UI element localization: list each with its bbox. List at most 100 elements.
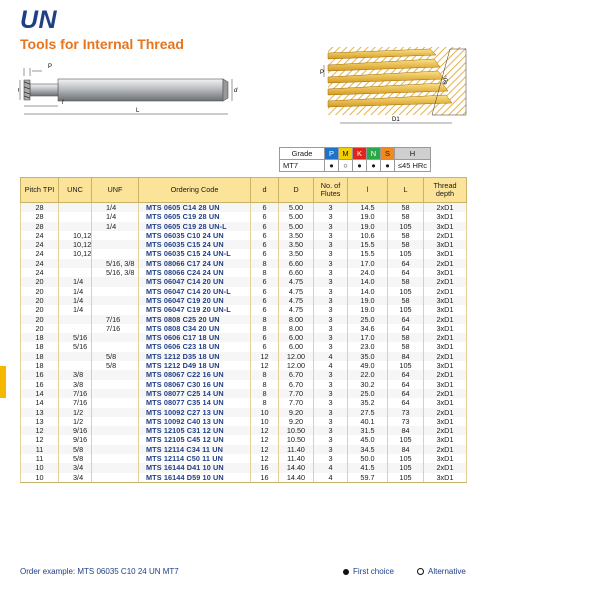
table-cell: 1/4: [58, 295, 92, 306]
grade-hardness: ≤45 HRc: [394, 159, 431, 172]
table-cell: 10.50: [278, 426, 314, 436]
column-header: UNF: [91, 177, 139, 203]
table-cell: 3xD1: [423, 305, 467, 315]
table-cell: 105: [387, 221, 424, 231]
table-cell: 8: [250, 370, 279, 380]
table-cell: 3: [313, 295, 348, 306]
table-cell: 58: [387, 277, 424, 287]
table-row: 14 7/16 MTS 08077 C25 14 UN 8 7.70 3 25.0 64 2xD…: [20, 388, 467, 399]
table-cell: 19.0: [347, 295, 388, 306]
table-cell: 3xD1: [423, 342, 467, 352]
table-cell: 3/4: [58, 463, 92, 473]
ordering-code-cell: MTS 12105 C45 12 UN: [138, 435, 251, 445]
ordering-code-cell: MTS 12114 C50 11 UN: [138, 454, 251, 464]
table-cell: 3.50: [278, 240, 314, 250]
table-cell: 2xD1: [423, 463, 467, 473]
table-cell: [91, 388, 139, 399]
table-row: 20 7/16 MTS 0808 C34 20 UN 8 8.00 3 34.6 64 3xD1: [20, 323, 467, 334]
table-cell: 3.50: [278, 230, 314, 241]
grade-table: Grade P M K N S H MT7 ● ○ ● ● ● ≤45 HRc: [279, 147, 431, 172]
table-cell: 22.0: [347, 370, 388, 380]
table-cell: 3: [313, 202, 348, 213]
table-row: 24 10,12 MTS 06035 C10 24 UN 6 3.50 3 10.6 58 2x…: [20, 230, 467, 241]
table-cell: 25.0: [347, 314, 388, 324]
table-cell: 14.0: [347, 286, 388, 296]
grade-symbol-p: ●: [324, 159, 339, 172]
table-cell: 14: [20, 388, 59, 399]
table-cell: [91, 286, 139, 296]
table-row: 28 1/4 MTS 0605 C14 28 UN 6 5.00 3 14.5 58 2xD1: [20, 202, 467, 213]
table-cell: 6: [250, 212, 279, 222]
table-cell: 12: [250, 454, 279, 464]
table-cell: 3: [313, 305, 348, 315]
column-header: No. of Flutes: [313, 177, 348, 203]
table-cell: 3xD1: [423, 268, 467, 278]
table-row: 24 10,12 MTS 06035 C15 24 UN-L 6 3.50 3 15.5 10…: [20, 249, 467, 259]
table-cell: 7/16: [91, 314, 139, 324]
table-cell: [91, 454, 139, 464]
table-cell: 105: [387, 472, 424, 483]
table-cell: 1/2: [58, 416, 92, 427]
table-cell: 1/4: [58, 277, 92, 287]
table-cell: 3: [313, 268, 348, 278]
table-cell: 6: [250, 240, 279, 250]
dim-d-label: d: [234, 88, 238, 94]
table-cell: 58: [387, 240, 424, 250]
table-cell: 6.70: [278, 370, 314, 380]
table-cell: 3/4: [58, 472, 92, 483]
table-cell: 3: [313, 286, 348, 296]
table-cell: 3: [313, 444, 348, 455]
table-cell: [91, 305, 139, 315]
grade-symbol-k: ●: [352, 159, 367, 172]
table-cell: 105: [387, 286, 424, 296]
iso-s: S: [380, 147, 395, 160]
table-cell: 64: [387, 314, 424, 324]
table-cell: 14.5: [347, 202, 388, 213]
table-row: 18 5/16 MTS 0606 C23 18 UN 6 6.00 3 23.0 58 3xD1: [20, 342, 467, 352]
table-cell: [91, 342, 139, 352]
table-cell: 2xD1: [423, 230, 467, 241]
table-cell: 17.0: [347, 258, 388, 269]
dim-l-label: l: [62, 100, 64, 106]
ordering-code-cell: MTS 0808 C34 20 UN: [138, 323, 251, 334]
table-cell: 24: [20, 240, 59, 250]
table-cell: 3xD1: [423, 249, 467, 259]
ordering-code-cell: MTS 08067 C30 16 UN: [138, 379, 251, 389]
table-cell: [91, 444, 139, 455]
table-cell: 2xD1: [423, 426, 467, 436]
table-cell: 18: [20, 351, 59, 362]
table-cell: 8.00: [278, 314, 314, 324]
table-cell: 12: [20, 435, 59, 445]
table-cell: 6: [250, 305, 279, 315]
table-cell: 16: [250, 463, 279, 473]
table-cell: 3: [313, 277, 348, 287]
ordering-code-cell: MTS 12105 C31 12 UN: [138, 426, 251, 436]
table-cell: 28: [20, 202, 59, 213]
ordering-code-cell: MTS 06047 C19 20 UN: [138, 295, 251, 306]
ordering-code-cell: MTS 08077 C35 14 UN: [138, 398, 251, 408]
table-cell: [91, 426, 139, 436]
table-cell: 8: [250, 258, 279, 269]
table-cell: [91, 230, 139, 241]
table-cell: 5/16, 3/8: [91, 268, 139, 278]
table-cell: [91, 398, 139, 408]
ordering-code-cell: MTS 08066 C17 24 UN: [138, 258, 251, 269]
table-cell: 10,12: [58, 240, 92, 250]
table-cell: 45.0: [347, 435, 388, 445]
table-cell: 64: [387, 370, 424, 380]
table-cell: [91, 370, 139, 380]
table-cell: 7/16: [58, 398, 92, 408]
table-cell: 24: [20, 268, 59, 278]
table-cell: 3: [313, 333, 348, 343]
legend-alternative: Alternative: [417, 567, 466, 576]
table-cell: 3xD1: [423, 212, 467, 222]
table-cell: 6: [250, 295, 279, 306]
table-cell: 16: [250, 472, 279, 483]
table-cell: 84: [387, 426, 424, 436]
table-cell: 4: [313, 472, 348, 483]
table-cell: 11.40: [278, 454, 314, 464]
table-row: 11 5/8 MTS 12114 C34 11 UN 12 11.40 3 34.5 84 2x…: [20, 444, 467, 455]
table-cell: 16: [20, 370, 59, 380]
ordering-code-cell: MTS 12114 C34 11 UN: [138, 444, 251, 455]
table-cell: 5/8: [58, 444, 92, 455]
